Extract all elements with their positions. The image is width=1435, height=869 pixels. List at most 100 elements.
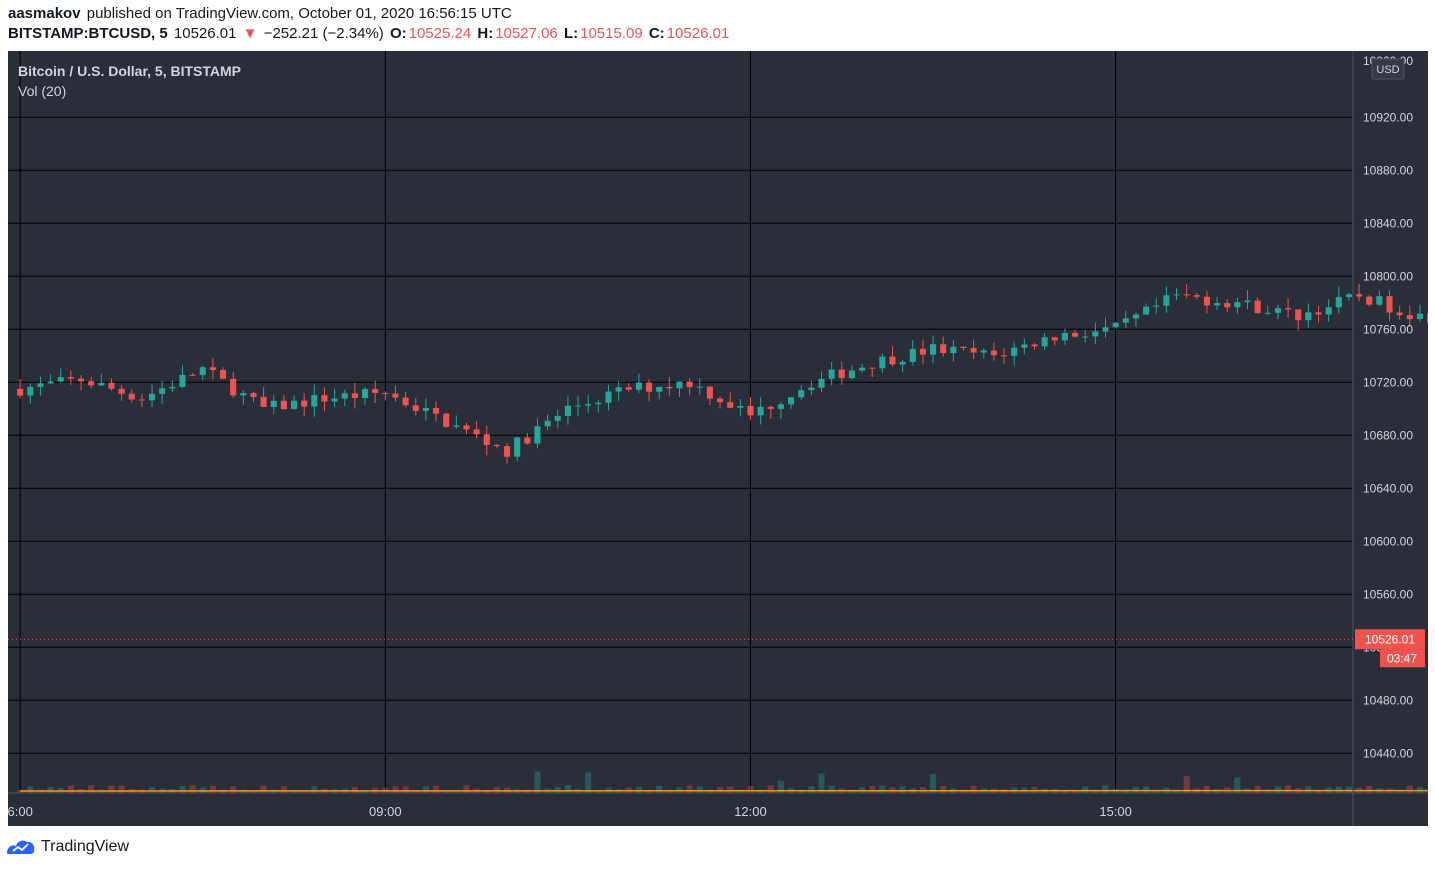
candle-body bbox=[138, 399, 145, 401]
volume-bar bbox=[1102, 785, 1109, 793]
volume-bar bbox=[27, 786, 34, 793]
volume-bar bbox=[443, 790, 450, 793]
volume-bar bbox=[646, 790, 653, 793]
volume-bar bbox=[1406, 785, 1413, 793]
series-title[interactable]: Bitcoin / U.S. Dollar, 5, BITSTAMP bbox=[18, 63, 241, 79]
candle-body bbox=[1193, 295, 1200, 297]
volume-bar bbox=[290, 790, 298, 793]
candle-body bbox=[909, 348, 916, 362]
candle-body bbox=[88, 381, 95, 386]
volume-bar bbox=[250, 790, 257, 793]
volume-bar bbox=[747, 785, 754, 793]
candle-body bbox=[1427, 313, 1428, 323]
candle-body bbox=[1203, 296, 1210, 306]
volume-bar bbox=[554, 787, 561, 793]
candle-body bbox=[747, 405, 754, 416]
candle-body bbox=[372, 389, 379, 393]
candle-body bbox=[1406, 315, 1413, 320]
candle-body bbox=[960, 346, 967, 349]
volume-legend[interactable]: Vol (20) bbox=[18, 83, 67, 99]
candle-body bbox=[240, 393, 247, 396]
candle-body bbox=[1356, 294, 1363, 297]
volume-bar bbox=[798, 790, 805, 793]
candle-body bbox=[118, 388, 125, 394]
candle-body bbox=[757, 406, 764, 416]
price-tick-label: 10560.00 bbox=[1363, 587, 1413, 601]
price-chart[interactable]: 10440.0010480.0010520.0010560.0010600.00… bbox=[8, 51, 1428, 826]
candle-body bbox=[17, 388, 24, 396]
volume-bar bbox=[351, 787, 358, 793]
volume-bar bbox=[930, 773, 937, 793]
candle-body bbox=[940, 344, 947, 354]
volume-bar bbox=[534, 771, 541, 793]
candle-body bbox=[564, 405, 571, 416]
publish-line: aasmakov published on TradingView.com, O… bbox=[8, 4, 1428, 24]
candle-body bbox=[666, 386, 673, 389]
candle-body bbox=[1335, 297, 1342, 308]
price-tick-label: 10920.00 bbox=[1363, 110, 1413, 124]
volume-bar bbox=[108, 785, 115, 793]
candle-body bbox=[777, 404, 784, 409]
candle-body bbox=[1092, 331, 1099, 337]
candle-body bbox=[1122, 318, 1129, 323]
candle-body bbox=[382, 392, 389, 394]
candle-body bbox=[828, 369, 835, 379]
brand-name[interactable]: TradingView bbox=[41, 838, 130, 855]
candle-body bbox=[1163, 295, 1170, 306]
candle-body bbox=[575, 405, 582, 407]
candle-body bbox=[351, 393, 358, 398]
candle-body bbox=[128, 393, 135, 400]
volume-bar bbox=[1366, 785, 1373, 793]
author-name[interactable]: aasmakov bbox=[8, 5, 81, 22]
volume-bar bbox=[656, 785, 663, 793]
candle-body bbox=[1021, 344, 1028, 348]
candle-body bbox=[686, 381, 693, 388]
chart-header: aasmakov published on TradingView.com, O… bbox=[8, 4, 1428, 48]
volume-bar bbox=[1183, 776, 1190, 793]
candle-body bbox=[1254, 300, 1261, 314]
candle-body bbox=[159, 388, 166, 394]
candle-body bbox=[798, 390, 805, 398]
candle-body bbox=[1386, 296, 1393, 313]
candle-body bbox=[1345, 294, 1352, 298]
candle-body bbox=[433, 408, 440, 414]
volume-bar bbox=[412, 790, 419, 793]
chart-container[interactable]: 10440.0010480.0010520.0010560.0010600.00… bbox=[8, 51, 1428, 826]
volume-bar bbox=[1092, 790, 1099, 793]
open-value: 10525.24 bbox=[408, 25, 472, 42]
candle-body bbox=[1224, 303, 1231, 308]
last-price: 10526.01 bbox=[173, 25, 237, 42]
symbol-label[interactable]: BITSTAMP:BTCUSD, 5 bbox=[8, 25, 168, 42]
volume-bar bbox=[595, 790, 602, 793]
volume-bar bbox=[67, 785, 74, 793]
volume-bar bbox=[17, 789, 24, 793]
price-tick-label: 10640.00 bbox=[1363, 481, 1413, 495]
volume-bar bbox=[1305, 786, 1312, 793]
volume-bar bbox=[564, 785, 571, 793]
candle-body bbox=[1082, 336, 1089, 338]
candle-body bbox=[788, 397, 795, 405]
last-price-label: 10526.01 bbox=[1365, 632, 1415, 646]
volume-bar bbox=[280, 786, 287, 793]
candle-body bbox=[524, 437, 531, 444]
high-label: H: bbox=[477, 25, 494, 42]
volume-bar bbox=[179, 786, 186, 793]
symbol-line: BITSTAMP:BTCUSD, 5 10526.01 ▼ −252.21 (−… bbox=[8, 24, 1428, 44]
candle-body bbox=[737, 405, 744, 408]
volume-bar bbox=[311, 786, 318, 793]
volume-bar bbox=[686, 785, 693, 793]
candle-body bbox=[1295, 309, 1302, 321]
high-value: 10527.06 bbox=[495, 25, 558, 42]
volume-bar bbox=[1234, 777, 1241, 793]
candle-body bbox=[1173, 294, 1180, 296]
candle-body bbox=[1244, 300, 1251, 303]
candle-body bbox=[646, 382, 653, 392]
candle-body bbox=[727, 402, 734, 408]
candle-body bbox=[1051, 337, 1058, 341]
candle-body bbox=[605, 391, 612, 403]
volume-bar bbox=[1203, 785, 1210, 793]
volume-bar bbox=[433, 785, 440, 793]
candle-body bbox=[919, 348, 926, 355]
candle-body bbox=[625, 387, 632, 390]
volume-bar bbox=[727, 786, 734, 793]
